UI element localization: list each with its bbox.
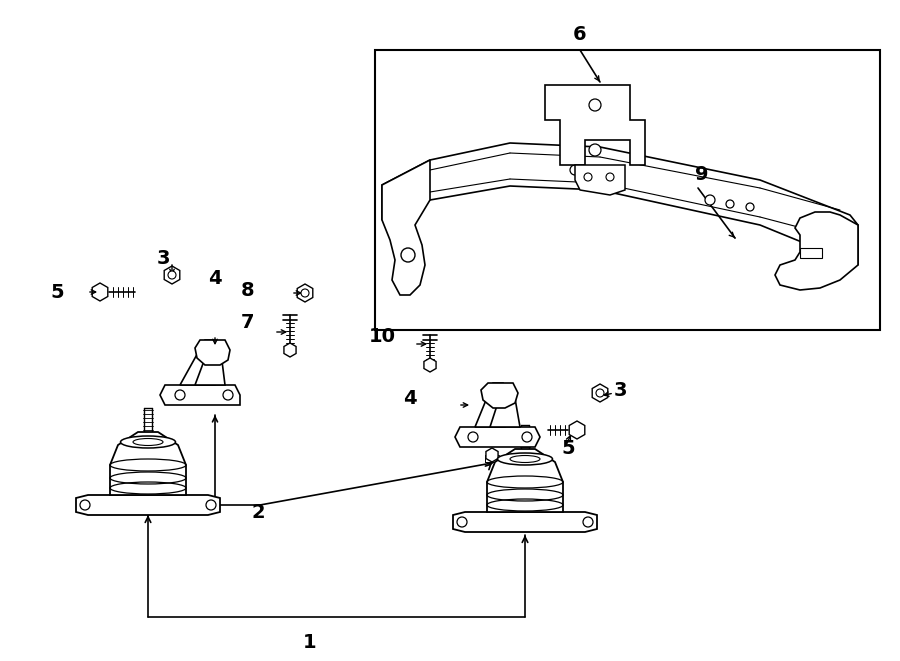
Polygon shape xyxy=(490,387,520,427)
Circle shape xyxy=(206,500,216,510)
Ellipse shape xyxy=(510,455,540,463)
Circle shape xyxy=(570,165,580,175)
Polygon shape xyxy=(481,383,518,408)
Text: 10: 10 xyxy=(368,327,395,346)
Text: 5: 5 xyxy=(50,282,64,301)
Text: 3: 3 xyxy=(613,381,626,399)
Circle shape xyxy=(80,500,90,510)
Circle shape xyxy=(589,144,601,156)
Ellipse shape xyxy=(498,453,553,465)
Circle shape xyxy=(705,195,715,205)
Polygon shape xyxy=(545,85,645,165)
Ellipse shape xyxy=(133,438,163,446)
Polygon shape xyxy=(164,266,180,284)
Polygon shape xyxy=(110,432,186,495)
Polygon shape xyxy=(775,212,858,290)
Circle shape xyxy=(606,173,614,181)
Polygon shape xyxy=(486,448,498,462)
Circle shape xyxy=(401,248,415,262)
Text: 4: 4 xyxy=(208,268,221,288)
Polygon shape xyxy=(382,143,858,265)
Circle shape xyxy=(726,200,734,208)
Text: 6: 6 xyxy=(573,26,587,44)
Circle shape xyxy=(223,390,233,400)
Polygon shape xyxy=(195,340,230,365)
Text: 3: 3 xyxy=(157,249,170,268)
Polygon shape xyxy=(453,512,597,532)
Circle shape xyxy=(457,517,467,527)
Bar xyxy=(800,248,822,258)
Polygon shape xyxy=(569,421,585,439)
Polygon shape xyxy=(76,495,220,515)
Polygon shape xyxy=(180,340,215,385)
Polygon shape xyxy=(160,385,240,405)
Polygon shape xyxy=(592,384,608,402)
Polygon shape xyxy=(487,449,563,512)
Polygon shape xyxy=(382,160,430,295)
Circle shape xyxy=(175,390,185,400)
Circle shape xyxy=(468,432,478,442)
Circle shape xyxy=(583,517,593,527)
Circle shape xyxy=(589,99,601,111)
Text: 5: 5 xyxy=(562,438,575,457)
Polygon shape xyxy=(575,165,625,195)
Polygon shape xyxy=(424,358,436,372)
Circle shape xyxy=(584,173,592,181)
Polygon shape xyxy=(297,284,313,302)
Polygon shape xyxy=(284,343,296,357)
Polygon shape xyxy=(475,383,505,427)
Circle shape xyxy=(301,289,309,297)
Bar xyxy=(375,50,880,330)
Text: 4: 4 xyxy=(403,389,417,407)
Polygon shape xyxy=(455,427,540,447)
Text: 2: 2 xyxy=(251,502,265,522)
Ellipse shape xyxy=(121,436,176,448)
Text: 7: 7 xyxy=(241,313,255,332)
Circle shape xyxy=(746,203,754,211)
Circle shape xyxy=(596,389,604,397)
Circle shape xyxy=(168,271,176,279)
Text: 9: 9 xyxy=(695,165,709,184)
Text: 1: 1 xyxy=(303,633,317,652)
Circle shape xyxy=(522,432,532,442)
Text: 8: 8 xyxy=(241,280,255,299)
Polygon shape xyxy=(195,345,225,385)
Polygon shape xyxy=(92,283,108,301)
